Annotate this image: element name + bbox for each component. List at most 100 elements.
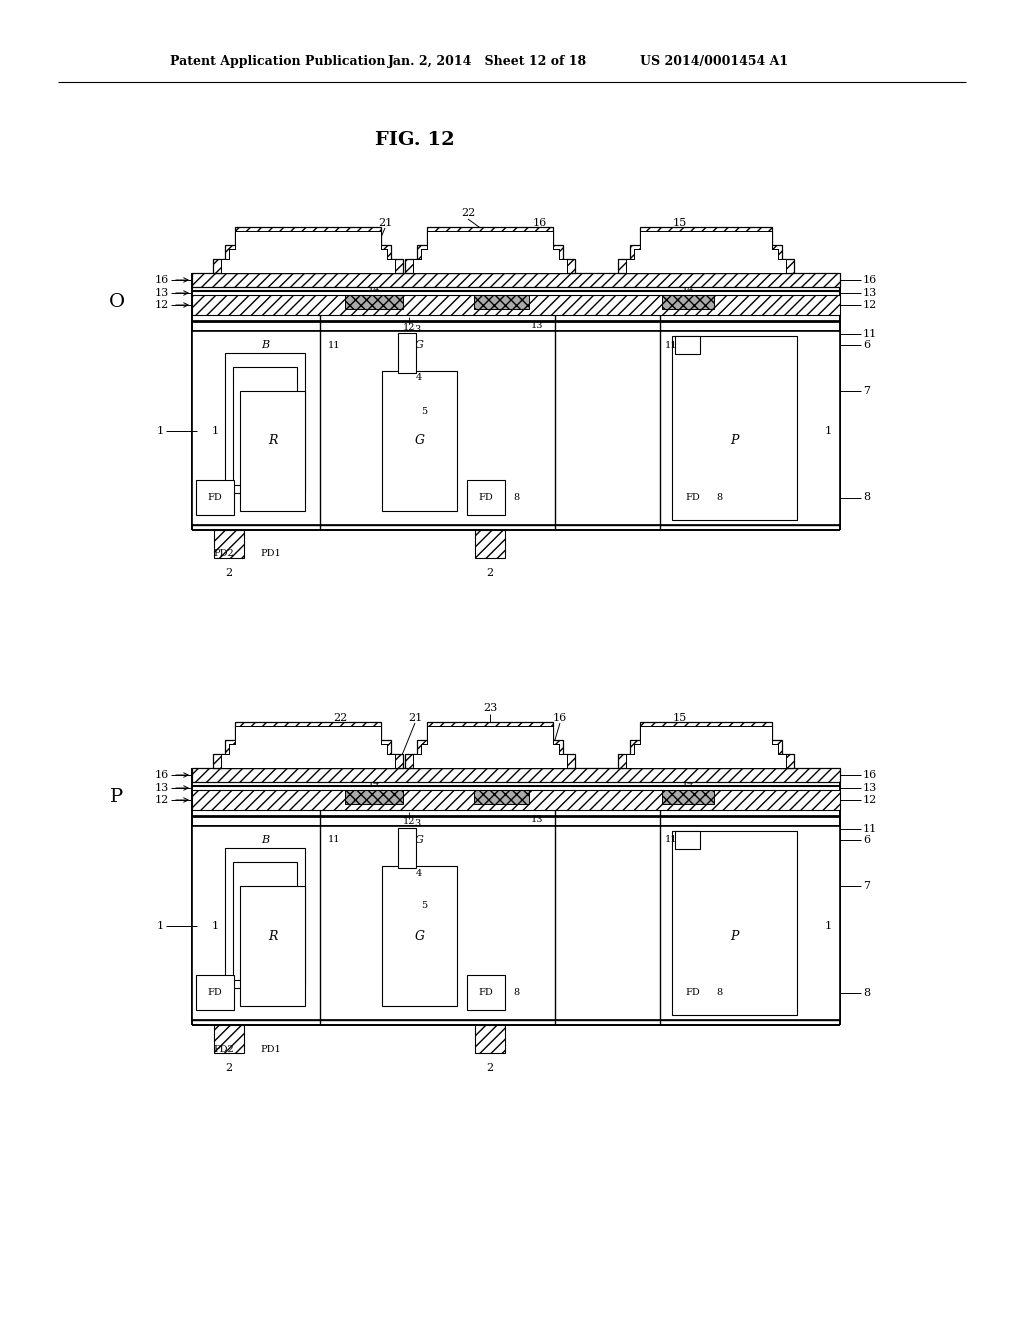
Text: 11: 11 xyxy=(863,824,878,834)
Text: G: G xyxy=(415,836,424,845)
Text: B: B xyxy=(261,836,269,845)
Text: 5: 5 xyxy=(422,902,428,911)
Text: Patent Application Publication: Patent Application Publication xyxy=(170,55,385,69)
Bar xyxy=(193,294,840,315)
Polygon shape xyxy=(618,227,794,273)
Text: 7: 7 xyxy=(863,880,870,891)
Text: 12: 12 xyxy=(863,300,878,310)
Bar xyxy=(662,789,714,804)
Text: 1: 1 xyxy=(212,426,219,436)
Text: 8: 8 xyxy=(716,492,722,502)
Polygon shape xyxy=(406,227,575,273)
Text: G: G xyxy=(415,341,424,350)
Text: O: O xyxy=(109,293,125,312)
Text: FD: FD xyxy=(478,492,494,502)
Text: P+: P+ xyxy=(680,836,695,845)
Bar xyxy=(398,333,416,374)
Text: 2: 2 xyxy=(486,568,494,578)
Text: 16: 16 xyxy=(863,770,878,780)
Bar xyxy=(674,480,712,515)
Text: FIG. 12: FIG. 12 xyxy=(375,131,455,149)
Bar xyxy=(675,832,700,849)
Bar xyxy=(382,371,457,511)
Text: FD: FD xyxy=(686,492,700,502)
Bar xyxy=(214,531,244,558)
Bar xyxy=(193,331,840,525)
Text: 1: 1 xyxy=(157,921,164,931)
Bar xyxy=(345,789,403,804)
Text: 1: 1 xyxy=(825,426,831,436)
Text: Jan. 2, 2014   Sheet 12 of 18: Jan. 2, 2014 Sheet 12 of 18 xyxy=(388,55,587,69)
Bar xyxy=(474,789,529,804)
Polygon shape xyxy=(221,726,395,768)
Bar xyxy=(398,828,416,869)
Text: 8: 8 xyxy=(716,987,722,997)
Text: 7: 7 xyxy=(863,385,870,396)
Bar xyxy=(193,768,840,781)
Text: 8: 8 xyxy=(863,987,870,998)
Text: 12: 12 xyxy=(155,300,169,310)
Polygon shape xyxy=(213,227,403,273)
Bar xyxy=(193,826,840,1020)
Text: 12: 12 xyxy=(863,795,878,805)
Text: 23: 23 xyxy=(483,704,497,713)
Text: P: P xyxy=(730,434,738,447)
Polygon shape xyxy=(406,722,575,768)
Text: R: R xyxy=(268,929,278,942)
Text: US 2014/0001454 A1: US 2014/0001454 A1 xyxy=(640,55,788,69)
Bar xyxy=(233,862,297,979)
Text: 13: 13 xyxy=(155,783,169,793)
Text: 3: 3 xyxy=(414,325,420,334)
Bar xyxy=(467,975,505,1010)
Text: 11: 11 xyxy=(328,341,341,350)
Text: 6: 6 xyxy=(863,341,870,350)
Text: 1: 1 xyxy=(157,426,164,436)
Text: 11: 11 xyxy=(665,836,678,845)
Text: 14: 14 xyxy=(368,285,380,293)
Text: 16: 16 xyxy=(863,275,878,285)
Text: 12: 12 xyxy=(402,817,416,826)
Text: 5: 5 xyxy=(422,407,428,416)
Text: FD: FD xyxy=(478,987,494,997)
Bar xyxy=(240,391,305,511)
Polygon shape xyxy=(221,231,395,273)
Bar xyxy=(225,847,305,987)
Text: 16: 16 xyxy=(155,770,169,780)
Text: 13: 13 xyxy=(155,288,169,298)
Text: FD: FD xyxy=(208,492,222,502)
Text: G: G xyxy=(415,434,425,447)
Text: 4: 4 xyxy=(416,374,422,383)
Bar xyxy=(233,367,297,484)
Text: P: P xyxy=(730,929,738,942)
Text: 1: 1 xyxy=(825,921,831,931)
Bar xyxy=(662,294,714,309)
Text: PD1: PD1 xyxy=(261,549,282,558)
Text: 8: 8 xyxy=(513,987,519,997)
Bar xyxy=(193,789,840,810)
Bar xyxy=(382,866,457,1006)
Polygon shape xyxy=(626,231,786,273)
Text: G: G xyxy=(415,929,425,942)
Text: 2: 2 xyxy=(486,1063,494,1073)
Bar xyxy=(345,294,403,309)
Bar xyxy=(196,480,234,515)
Text: 15: 15 xyxy=(673,218,687,228)
Polygon shape xyxy=(626,726,786,768)
Text: 13: 13 xyxy=(863,288,878,298)
Text: 13: 13 xyxy=(530,321,544,330)
Text: 16: 16 xyxy=(532,218,547,228)
Polygon shape xyxy=(413,231,567,273)
Text: 1: 1 xyxy=(212,921,219,931)
Text: 14: 14 xyxy=(682,780,694,788)
Text: P+: P+ xyxy=(680,341,695,350)
Text: PD2: PD2 xyxy=(214,1044,234,1053)
Text: P: P xyxy=(111,788,124,807)
Bar xyxy=(672,832,797,1015)
Text: 13: 13 xyxy=(530,816,544,825)
Text: 11: 11 xyxy=(328,836,341,845)
Bar xyxy=(675,337,700,354)
Text: 16: 16 xyxy=(155,275,169,285)
Text: 14: 14 xyxy=(682,285,694,293)
Text: 22: 22 xyxy=(333,713,347,723)
Text: 21: 21 xyxy=(408,713,422,723)
